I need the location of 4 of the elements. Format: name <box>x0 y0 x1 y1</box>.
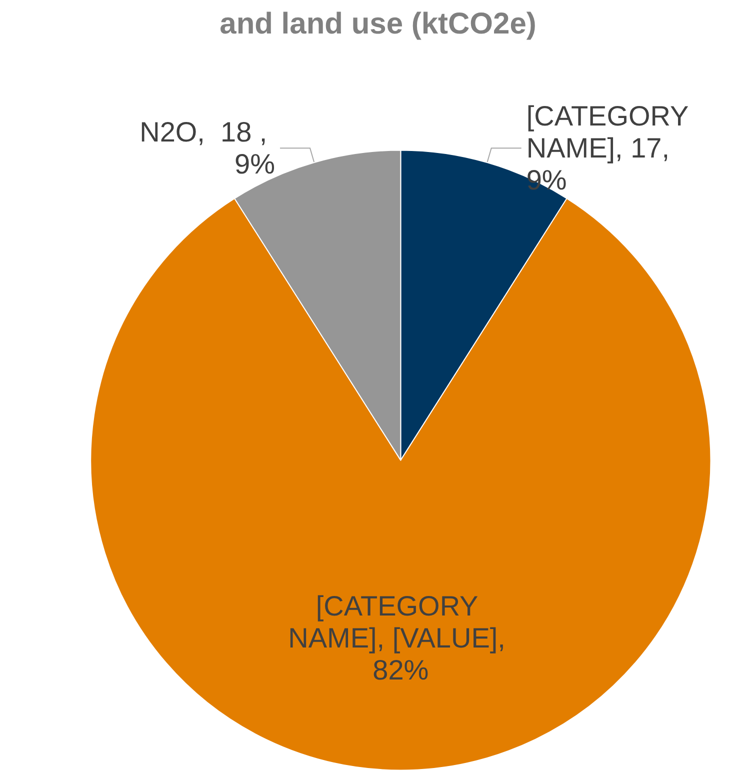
data-label: [CATEGORY NAME], 17, 9% <box>526 100 696 196</box>
data-label: N2O, 18 , 9% <box>140 116 276 180</box>
data-label: [CATEGORY NAME], [VALUE], 82% <box>288 590 514 686</box>
chart-title: and land use (ktCO2e) <box>220 8 536 40</box>
